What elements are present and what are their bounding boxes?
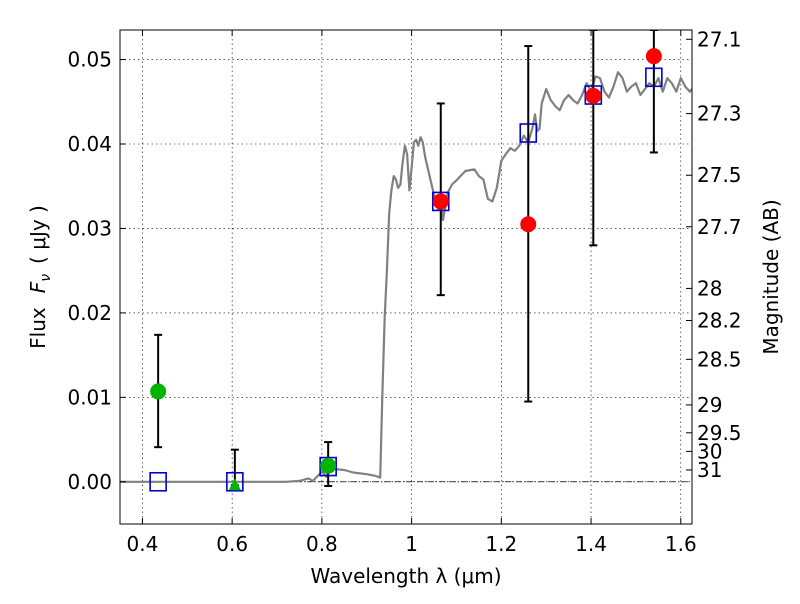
magnitude-tick-label: 29	[697, 393, 722, 417]
model-band-square	[149, 471, 167, 492]
model-spectrum-layer	[120, 71, 692, 483]
magnitude-tick-label: 31	[697, 458, 722, 482]
x-tick-label: 1.4	[575, 532, 607, 556]
plot-frame	[119, 29, 693, 525]
y-tick-label: 0.01	[67, 385, 112, 409]
model-band-square	[226, 471, 244, 492]
measured-flux-point	[585, 87, 602, 104]
x-tick-label: 1.6	[665, 532, 697, 556]
y-tick-label: 0.03	[67, 216, 112, 240]
model-band-square	[645, 67, 663, 88]
model-band-square	[519, 123, 538, 143]
plot-area	[120, 30, 692, 492]
magnitude-tick-label: 28.5	[697, 347, 742, 371]
x-axis-title: Wavelength λ (μm)	[310, 564, 501, 588]
y-axis-title-flux: Flux	[26, 307, 50, 349]
model-band-square	[319, 456, 337, 477]
y-axis-title-unit: ( μJy )	[26, 205, 50, 264]
magnitude-axis-title: Magnitude (AB)	[759, 199, 783, 354]
measured-flux-point	[150, 383, 167, 400]
model-spectrum-line	[120, 71, 692, 483]
y-axis-title-symbol: F	[26, 281, 50, 293]
x-tick-label: 0.8	[306, 532, 338, 556]
x-axis: 0.4 0.6 0.8 1 1.2 1.4 1.6	[127, 30, 697, 556]
marker-layer	[149, 48, 663, 492]
y-tick-label: 0.00	[67, 470, 112, 494]
magnitude-tick-label: 28	[697, 276, 722, 300]
magnitude-tick-label: 27.1	[697, 27, 742, 51]
measured-flux-triangle	[228, 478, 241, 491]
x-tick-label: 0.6	[216, 532, 248, 556]
y-tick-label: 0.05	[67, 48, 112, 72]
x-tick-label: 1	[405, 532, 418, 556]
magnitude-tick-label: 27.5	[697, 163, 742, 187]
measured-flux-point	[432, 193, 449, 210]
model-band-square	[584, 85, 603, 105]
x-tick-label: 1.2	[485, 532, 517, 556]
magnitude-tick-label: 29.5	[697, 421, 742, 445]
y-axis-title-subscript: ν	[38, 274, 54, 282]
y-axis: 0.00 0.01 0.02 0.03 0.04 0.05	[67, 48, 126, 494]
y-tick-label: 0.04	[67, 132, 112, 156]
magnitude-tick-label: 28.2	[697, 308, 742, 332]
y-axis-title: Flux Fν ( μJy )	[26, 205, 54, 349]
measured-flux-point	[645, 48, 662, 65]
magnitude-tick-label: 30	[697, 439, 722, 463]
measured-flux-point	[520, 216, 537, 233]
x-tick-label: 0.4	[127, 532, 159, 556]
magnitude-tick-label: 27.7	[697, 215, 742, 239]
magnitude-tick-label: 27.3	[697, 102, 742, 126]
measured-flux-point	[320, 457, 337, 474]
y-tick-label: 0.02	[67, 301, 112, 325]
